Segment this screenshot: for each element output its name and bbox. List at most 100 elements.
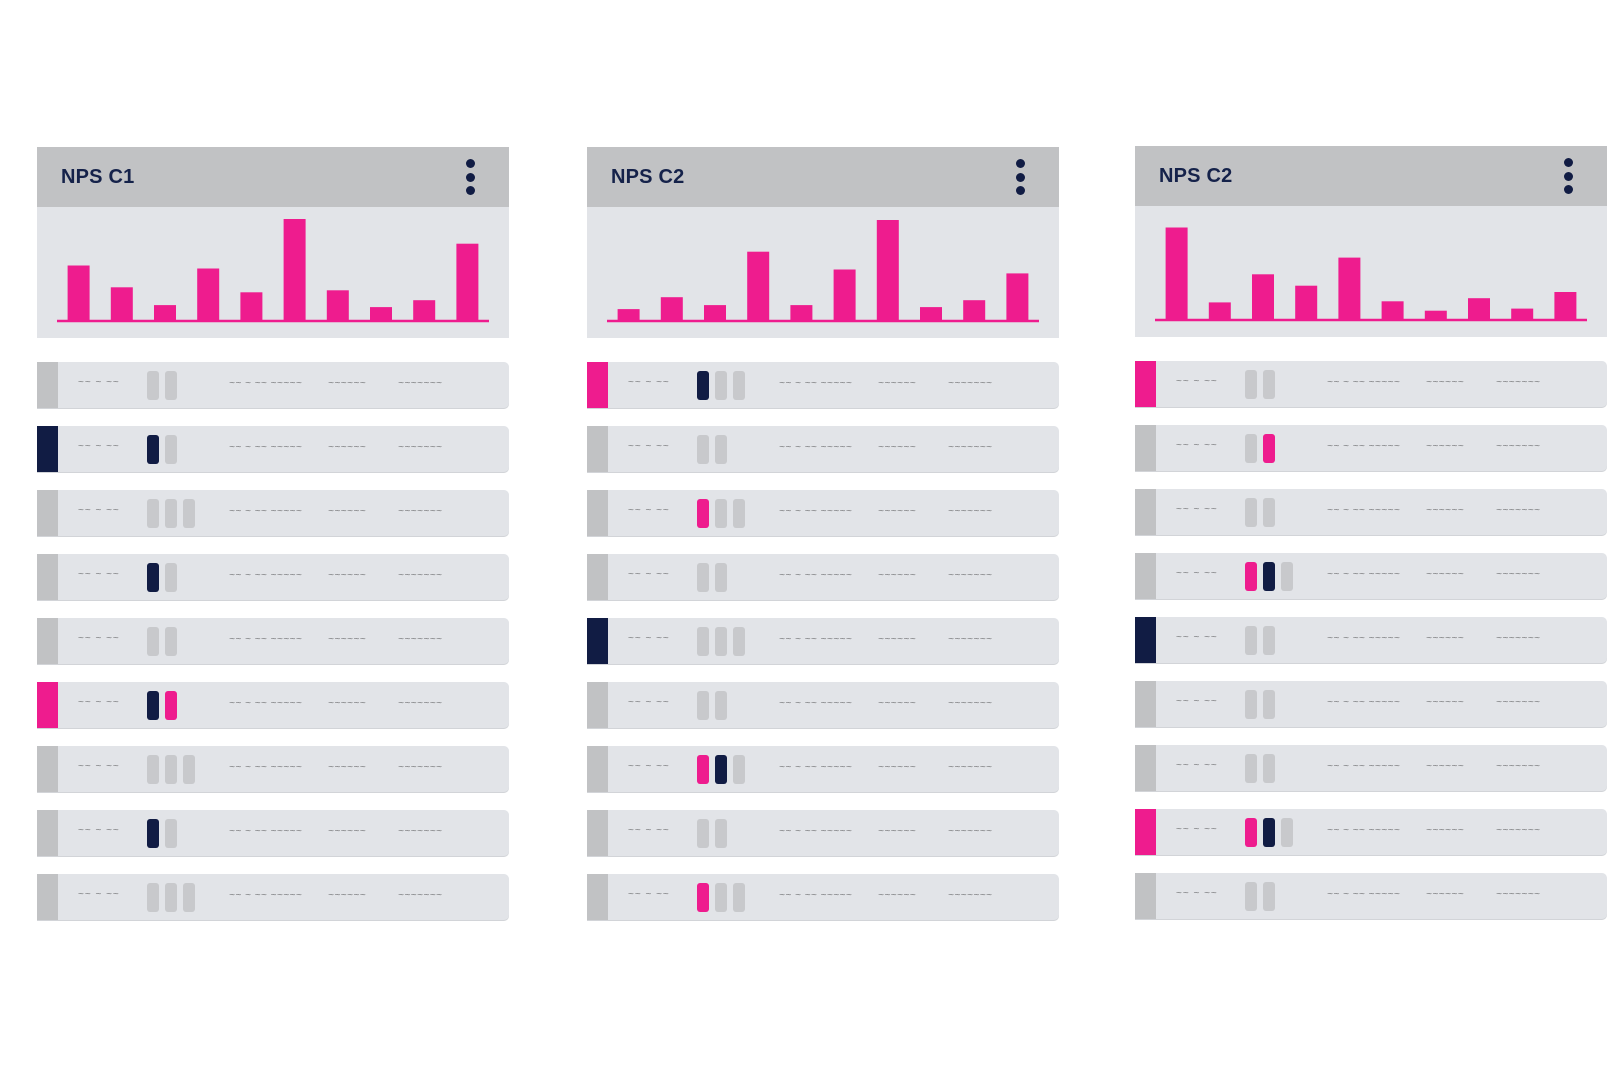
row-slot [697, 499, 709, 528]
more-options-icon[interactable] [459, 159, 481, 195]
row-slot [183, 755, 195, 784]
list-row[interactable]: ~~ ~ ~~ ~~ ~ ~~ ~~~~~ ~~~~~~ ~~~~~~~ [1135, 873, 1607, 919]
panel-title: NPS C2 [611, 165, 685, 188]
list-row[interactable]: ~~ ~ ~~ ~~ ~ ~~ ~~~~~ ~~~~~~ ~~~~~~~ [1135, 809, 1607, 855]
row-text-t3: ~~~~~~~ [1496, 761, 1541, 772]
row-text-t3: ~~~~~~~ [948, 442, 993, 453]
row-id-text: ~~ ~ ~~ [1176, 504, 1218, 515]
chart-bar [1208, 302, 1231, 319]
row-status-marker [1135, 873, 1156, 919]
list-row[interactable]: ~~ ~ ~~ ~~ ~ ~~ ~~~~~ ~~~~~~ ~~~~~~~ [587, 362, 1059, 408]
list-row[interactable]: ~~ ~ ~~ ~~ ~ ~~ ~~~~~ ~~~~~~ ~~~~~~~ [37, 490, 509, 536]
list-row[interactable]: ~~ ~ ~~ ~~ ~ ~~ ~~~~~ ~~~~~~ ~~~~~~~ [37, 554, 509, 600]
row-slot [715, 435, 727, 464]
row-id-text: ~~ ~ ~~ [628, 633, 670, 644]
row-status-marker [587, 810, 608, 856]
row-text-t1: ~~ ~ ~~ ~~~~~ [779, 826, 853, 837]
chart-bar [197, 268, 220, 320]
bar-chart [587, 207, 1059, 338]
row-text-t2: ~~~~~~ [878, 506, 917, 517]
chart-bar [1554, 292, 1577, 319]
row-id-text: ~~ ~ ~~ [78, 825, 120, 836]
row-slot [715, 691, 727, 720]
row-text-t2: ~~~~~~ [878, 698, 917, 709]
row-slot-group [1245, 498, 1275, 527]
more-options-icon[interactable] [1009, 159, 1031, 195]
row-text-t1: ~~ ~ ~~ ~~~~~ [229, 442, 303, 453]
row-slot [1245, 882, 1257, 911]
row-slot [183, 499, 195, 528]
row-status-marker [37, 490, 58, 536]
row-id-text: ~~ ~ ~~ [78, 441, 120, 452]
list-row[interactable]: ~~ ~ ~~ ~~ ~ ~~ ~~~~~ ~~~~~~ ~~~~~~~ [1135, 681, 1607, 727]
row-slot [1263, 434, 1275, 463]
list-row[interactable]: ~~ ~ ~~ ~~ ~ ~~ ~~~~~ ~~~~~~ ~~~~~~~ [587, 810, 1059, 856]
row-text-t2: ~~~~~~ [1426, 889, 1465, 900]
row-id-text: ~~ ~ ~~ [628, 505, 670, 516]
row-status-marker [37, 810, 58, 856]
row-text-t1: ~~ ~ ~~ ~~~~~ [779, 698, 853, 709]
row-text-t1: ~~ ~ ~~ ~~~~~ [229, 378, 303, 389]
row-text-t2: ~~~~~~ [328, 698, 367, 709]
list-row[interactable]: ~~ ~ ~~ ~~ ~ ~~ ~~~~~ ~~~~~~ ~~~~~~~ [37, 362, 509, 408]
row-slot-group [147, 883, 195, 912]
row-status-marker [587, 490, 608, 536]
row-slot-group [697, 883, 745, 912]
row-slot [1245, 690, 1257, 719]
row-slot [697, 691, 709, 720]
row-slot [1263, 818, 1275, 847]
row-text-t2: ~~~~~~ [1426, 825, 1465, 836]
list-row[interactable]: ~~ ~ ~~ ~~ ~ ~~ ~~~~~ ~~~~~~ ~~~~~~~ [587, 490, 1059, 536]
list-row[interactable]: ~~ ~ ~~ ~~ ~ ~~ ~~~~~ ~~~~~~ ~~~~~~~ [1135, 617, 1607, 663]
row-text-t1: ~~ ~ ~~ ~~~~~ [1327, 569, 1401, 580]
row-slot-group [697, 563, 727, 592]
panel-nps-c2: NPS C2 ~~ ~ ~~ ~~ ~ ~~ ~~~~~ ~~~~~~ ~~~~~~~… [587, 147, 1059, 938]
row-text-t3: ~~~~~~~ [1496, 889, 1541, 900]
list-row[interactable]: ~~ ~ ~~ ~~ ~ ~~ ~~~~~ ~~~~~~ ~~~~~~~ [1135, 489, 1607, 535]
row-text-t3: ~~~~~~~ [948, 762, 993, 773]
row-text-t2: ~~~~~~ [328, 634, 367, 645]
row-slot [147, 883, 159, 912]
list-row[interactable]: ~~ ~ ~~ ~~ ~ ~~ ~~~~~ ~~~~~~ ~~~~~~~ [587, 874, 1059, 920]
row-slot [733, 627, 745, 656]
list-row[interactable]: ~~ ~ ~~ ~~ ~ ~~ ~~~~~ ~~~~~~ ~~~~~~~ [37, 618, 509, 664]
row-status-marker [37, 426, 58, 472]
row-status-marker [37, 362, 58, 408]
row-status-marker [37, 682, 58, 728]
list-row[interactable]: ~~ ~ ~~ ~~ ~ ~~ ~~~~~ ~~~~~~ ~~~~~~~ [37, 682, 509, 728]
list-row[interactable]: ~~ ~ ~~ ~~ ~ ~~ ~~~~~ ~~~~~~ ~~~~~~~ [587, 746, 1059, 792]
panel-title: NPS C2 [1159, 164, 1233, 187]
more-options-icon[interactable] [1557, 158, 1579, 194]
row-slot [147, 371, 159, 400]
row-status-marker [587, 554, 608, 600]
row-slot-group [147, 563, 177, 592]
list-row[interactable]: ~~ ~ ~~ ~~ ~ ~~ ~~~~~ ~~~~~~ ~~~~~~~ [37, 810, 509, 856]
row-slot-group [1245, 882, 1275, 911]
list-row[interactable]: ~~ ~ ~~ ~~ ~ ~~ ~~~~~ ~~~~~~ ~~~~~~~ [1135, 745, 1607, 791]
row-text-t2: ~~~~~~ [1426, 505, 1465, 516]
row-text-t2: ~~~~~~ [1426, 569, 1465, 580]
row-id-text: ~~ ~ ~~ [1176, 440, 1218, 451]
list-row[interactable]: ~~ ~ ~~ ~~ ~ ~~ ~~~~~ ~~~~~~ ~~~~~~~ [587, 618, 1059, 664]
row-slot-group [1245, 434, 1275, 463]
row-slot [715, 883, 727, 912]
list-row[interactable]: ~~ ~ ~~ ~~ ~ ~~ ~~~~~ ~~~~~~ ~~~~~~~ [1135, 553, 1607, 599]
list-row[interactable]: ~~ ~ ~~ ~~ ~ ~~ ~~~~~ ~~~~~~ ~~~~~~~ [1135, 425, 1607, 471]
row-slot [1245, 370, 1257, 399]
row-slot [715, 499, 727, 528]
row-id-text: ~~ ~ ~~ [1176, 632, 1218, 643]
list-row[interactable]: ~~ ~ ~~ ~~ ~ ~~ ~~~~~ ~~~~~~ ~~~~~~~ [37, 426, 509, 472]
row-text-t2: ~~~~~~ [878, 890, 917, 901]
bar-chart [37, 207, 509, 338]
list-row[interactable]: ~~ ~ ~~ ~~ ~ ~~ ~~~~~ ~~~~~~ ~~~~~~~ [37, 874, 509, 920]
row-text-t2: ~~~~~~ [1426, 697, 1465, 708]
row-slot-group [1245, 626, 1275, 655]
list-row[interactable]: ~~ ~ ~~ ~~ ~ ~~ ~~~~~ ~~~~~~ ~~~~~~~ [1135, 361, 1607, 407]
list-row[interactable]: ~~ ~ ~~ ~~ ~ ~~ ~~~~~ ~~~~~~ ~~~~~~~ [587, 426, 1059, 472]
list-row[interactable]: ~~ ~ ~~ ~~ ~ ~~ ~~~~~ ~~~~~~ ~~~~~~~ [587, 682, 1059, 728]
list-row[interactable]: ~~ ~ ~~ ~~ ~ ~~ ~~~~~ ~~~~~~ ~~~~~~~ [587, 554, 1059, 600]
row-slot-group [697, 691, 727, 720]
chart-bar [1006, 273, 1029, 320]
chart-bar [1381, 301, 1404, 319]
list-row[interactable]: ~~ ~ ~~ ~~ ~ ~~ ~~~~~ ~~~~~~ ~~~~~~~ [37, 746, 509, 792]
